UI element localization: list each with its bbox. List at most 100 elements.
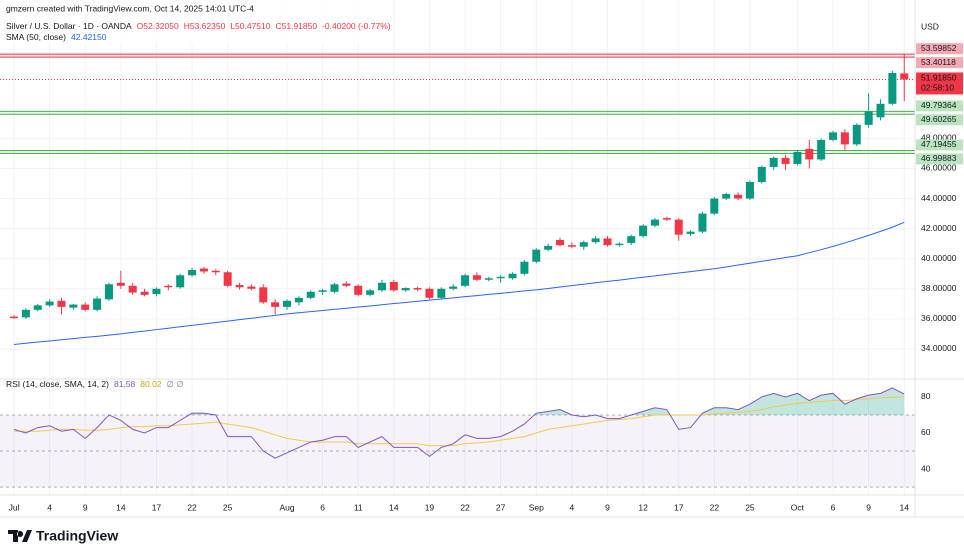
- sma-line: [13, 221, 905, 345]
- candle-body: [247, 286, 256, 289]
- brand: TradingView: [36, 528, 118, 544]
- x-tick-label: 12: [638, 502, 648, 512]
- candle-body: [199, 268, 208, 272]
- x-tick-label: 22: [187, 502, 197, 512]
- candle-body: [318, 290, 327, 292]
- rsi-tick-label: 40: [921, 463, 931, 473]
- candle-body: [21, 309, 30, 318]
- rsi-legend: RSI (14, close, SMA, 14, 2) 81.58 80.02 ∅ ∅: [6, 379, 184, 389]
- level-band: [0, 111, 915, 115]
- ohlc-value: C51.91850: [276, 21, 318, 31]
- rsi-line: [13, 387, 905, 459]
- rsi-tick-label: 60: [921, 427, 931, 437]
- candle-body: [698, 213, 707, 232]
- candle-body: [461, 275, 470, 286]
- x-tick-label: 22: [710, 502, 720, 512]
- candle-body: [888, 72, 897, 104]
- candle-body: [437, 288, 446, 298]
- x-tick-label: 17: [152, 502, 162, 512]
- candle-body: [686, 231, 695, 234]
- candle-body: [223, 272, 232, 286]
- candle-body: [615, 243, 624, 246]
- header-bg: [0, 0, 370, 44]
- candle-body: [781, 157, 790, 164]
- y-tick-label: 34.00000: [921, 343, 957, 353]
- candle-body: [567, 245, 576, 247]
- rsi-ma-value: 80.02: [140, 379, 162, 389]
- x-tick-label: 14: [116, 502, 126, 512]
- candle-body: [805, 148, 814, 160]
- y-tick-label: 42.00000: [921, 223, 957, 233]
- x-tick-label: 4: [47, 502, 52, 512]
- x-tick-label: 27: [496, 502, 506, 512]
- level-label: 53.40118: [921, 57, 956, 67]
- x-tick-label: 6: [320, 502, 325, 512]
- last-price-label: 51.91850: [921, 73, 957, 83]
- candle-body: [140, 291, 149, 295]
- candle-body: [662, 218, 671, 220]
- candle-body: [57, 300, 66, 307]
- candle-body: [852, 124, 861, 145]
- rsi-value: 81.58: [114, 379, 136, 389]
- y-tick-label: 40.00000: [921, 253, 957, 263]
- ohlc-value: O52.32050: [137, 21, 179, 31]
- rsi-name: RSI (14, close, SMA, 14, 2): [6, 379, 109, 389]
- x-tick-label: 14: [389, 502, 399, 512]
- y-tick-label: 48.00000: [921, 133, 957, 143]
- candle-body: [413, 288, 422, 290]
- rsi-extra: ∅ ∅: [167, 379, 184, 389]
- candle-body: [69, 304, 78, 308]
- candle-body: [532, 249, 541, 262]
- x-tick-label: Sep: [529, 502, 544, 512]
- candle-body: [45, 301, 54, 306]
- level-label-box: [916, 153, 963, 165]
- candle-body: [817, 139, 826, 160]
- level-label: 47.19455: [921, 139, 957, 149]
- candle-body: [840, 132, 849, 145]
- candle-body: [496, 276, 505, 279]
- level-label-box: [916, 100, 963, 112]
- y-tick-label: 38.00000: [921, 283, 957, 293]
- ohlc-value: -0.40200 (-0.77%): [322, 21, 391, 31]
- candle-body: [366, 290, 375, 295]
- level-band: [0, 150, 915, 154]
- candle-body: [33, 305, 42, 310]
- rsi-ma-line: [14, 396, 905, 447]
- last-price-box: [916, 72, 963, 95]
- candle-body: [591, 238, 600, 243]
- brand-icon: [8, 530, 32, 542]
- x-tick-label: Jul: [9, 502, 20, 512]
- credit: gmzern created with TradingView.com, Oct…: [6, 3, 254, 13]
- level-label-box: [916, 57, 963, 69]
- candle-body: [710, 198, 719, 214]
- candle-body: [603, 238, 612, 246]
- level-band: [0, 54, 915, 58]
- candle-body: [271, 302, 280, 307]
- candle-body: [520, 261, 529, 274]
- candle-body: [745, 182, 754, 199]
- candle-body: [864, 111, 873, 125]
- candle-body: [389, 282, 398, 291]
- x-tick-label: 9: [83, 502, 88, 512]
- candle-body: [354, 285, 363, 295]
- x-tick-label: 22: [460, 502, 470, 512]
- candle-body: [259, 287, 268, 303]
- ohlc-value: H53.62350: [184, 21, 226, 31]
- candle-body: [449, 286, 458, 289]
- candle-body: [188, 270, 197, 276]
- price-legend: Silver / U.S. Dollar · 1D · OANDA O52.320…: [6, 21, 391, 31]
- candle-body: [377, 282, 386, 291]
- y-tick-label: 44.00000: [921, 193, 957, 203]
- level-label: 46.99883: [921, 153, 957, 163]
- candle-body: [93, 298, 102, 310]
- x-tick-label: 9: [605, 502, 610, 512]
- x-tick-label: 14: [900, 502, 910, 512]
- level-label: 49.60265: [921, 114, 957, 124]
- candle-body: [128, 285, 137, 293]
- ohlc-value: L50.47510: [230, 21, 270, 31]
- sma-legend: SMA (50, close) 42.42150: [6, 32, 107, 42]
- x-tick-label: 11: [354, 502, 363, 512]
- x-tick-label: 17: [674, 502, 684, 512]
- candle-body: [235, 285, 244, 288]
